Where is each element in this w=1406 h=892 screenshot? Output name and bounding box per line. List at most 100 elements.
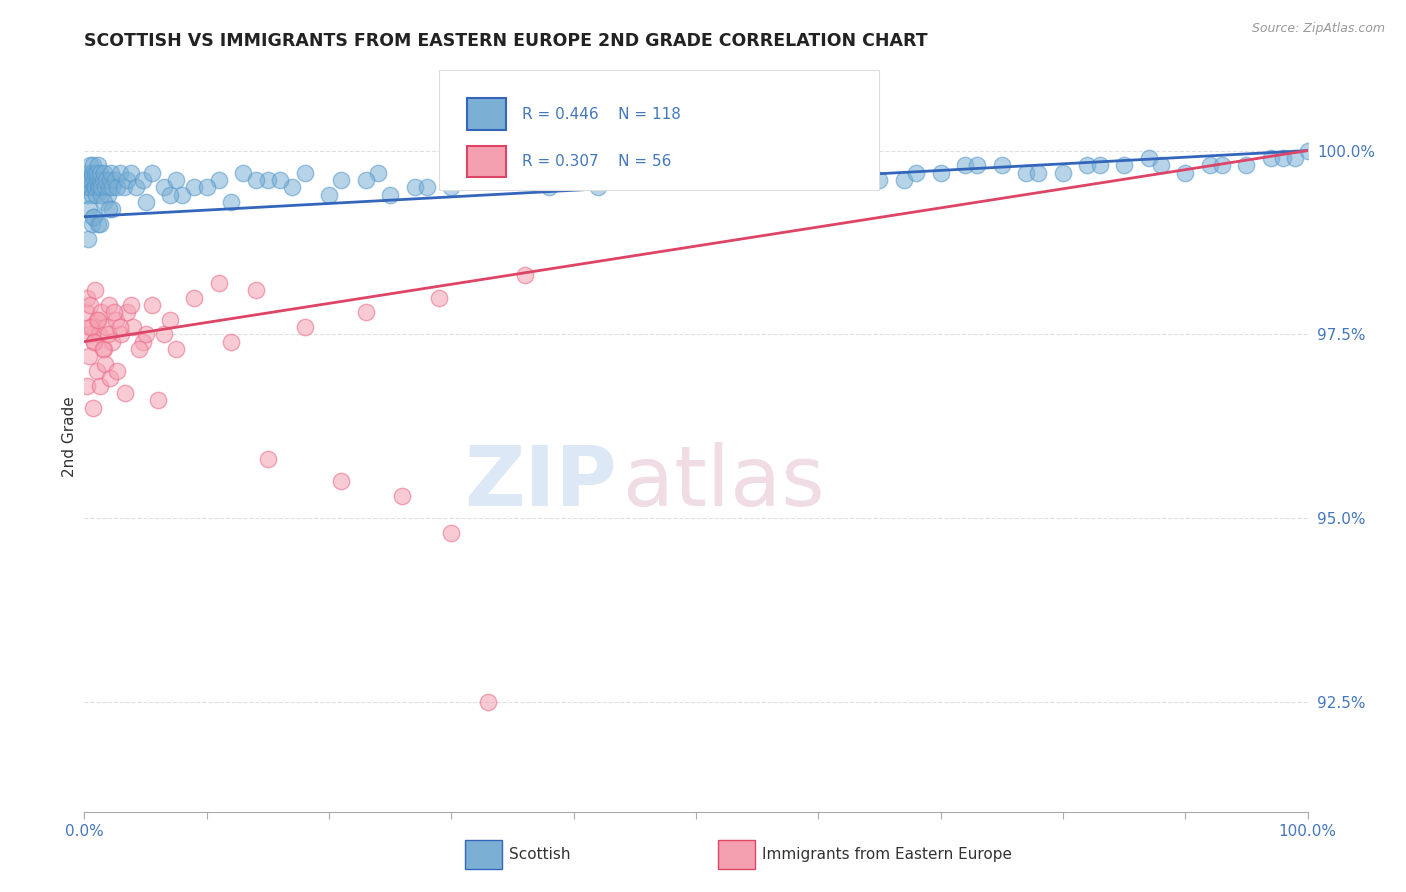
Point [132, 334, 155, 349]
Point [97, 298, 120, 312]
Point [82, 210, 104, 224]
Point [953, 158, 976, 172]
Point [98, 371, 121, 385]
Point [1137, 151, 1160, 165]
Point [141, 298, 163, 312]
Point [105, 364, 128, 378]
Point [807, 166, 830, 180]
Point [77, 327, 100, 342]
Point [747, 173, 769, 187]
Point [1052, 166, 1074, 180]
Point [89, 166, 111, 180]
Point [869, 173, 891, 187]
Point [91, 173, 114, 187]
Point [513, 268, 536, 283]
Point [1211, 158, 1233, 172]
Point [685, 166, 707, 180]
Point [586, 180, 609, 194]
Point [87, 158, 110, 172]
Point [1015, 166, 1038, 180]
Point [219, 194, 242, 209]
Point [208, 173, 231, 187]
Point [416, 180, 439, 194]
Point [97, 180, 120, 194]
Point [132, 173, 155, 187]
Point [108, 166, 131, 180]
Point [75, 173, 97, 187]
Point [219, 334, 242, 349]
Point [783, 166, 806, 180]
Point [101, 202, 124, 217]
Point [115, 173, 138, 187]
Point [354, 173, 377, 187]
Point [427, 291, 450, 305]
Point [294, 166, 316, 180]
Point [75, 305, 97, 319]
Point [1296, 144, 1319, 158]
Point [86, 364, 108, 378]
Point [502, 173, 524, 187]
Point [245, 283, 267, 297]
Point [83, 334, 105, 349]
Point [208, 276, 231, 290]
Point [844, 166, 866, 180]
Point [159, 312, 181, 326]
Point [905, 166, 928, 180]
Point [105, 180, 128, 194]
Point [76, 378, 98, 392]
Point [135, 194, 157, 209]
Point [87, 217, 110, 231]
Point [87, 327, 110, 342]
Point [1272, 151, 1295, 165]
Point [1088, 158, 1111, 172]
Point [453, 166, 475, 180]
Point [93, 166, 115, 180]
Point [330, 474, 353, 488]
Point [172, 187, 194, 202]
Point [1114, 158, 1136, 172]
Point [77, 349, 100, 363]
Point [257, 452, 280, 467]
Point [86, 312, 108, 326]
Point [770, 166, 793, 180]
Point [83, 166, 105, 180]
Point [82, 158, 104, 172]
Point [90, 180, 112, 194]
Point [624, 173, 647, 187]
Point [94, 180, 117, 194]
Point [84, 283, 107, 297]
Point [1236, 158, 1258, 172]
Point [612, 173, 634, 187]
FancyBboxPatch shape [439, 70, 880, 190]
Point [135, 327, 157, 342]
Point [77, 180, 100, 194]
Point [97, 187, 120, 202]
Point [86, 173, 108, 187]
Point [477, 173, 499, 187]
Point [114, 386, 136, 401]
Point [79, 298, 101, 312]
Point [128, 342, 150, 356]
Point [165, 342, 187, 356]
Point [354, 305, 377, 319]
Point [281, 180, 304, 194]
Point [257, 173, 280, 187]
Text: atlas: atlas [623, 442, 824, 523]
Point [97, 202, 120, 217]
Point [79, 180, 101, 194]
Text: Scottish: Scottish [509, 847, 571, 862]
Text: R = 0.446    N = 118: R = 0.446 N = 118 [522, 107, 681, 121]
Y-axis label: 2nd Grade: 2nd Grade [62, 397, 77, 477]
Point [79, 319, 101, 334]
Point [83, 334, 105, 349]
Point [98, 173, 121, 187]
Point [87, 312, 110, 326]
Point [550, 158, 572, 172]
Point [80, 319, 103, 334]
Point [105, 312, 128, 326]
Point [661, 173, 683, 187]
Point [76, 180, 98, 194]
Point [89, 217, 111, 231]
Point [79, 158, 101, 172]
Point [165, 173, 187, 187]
